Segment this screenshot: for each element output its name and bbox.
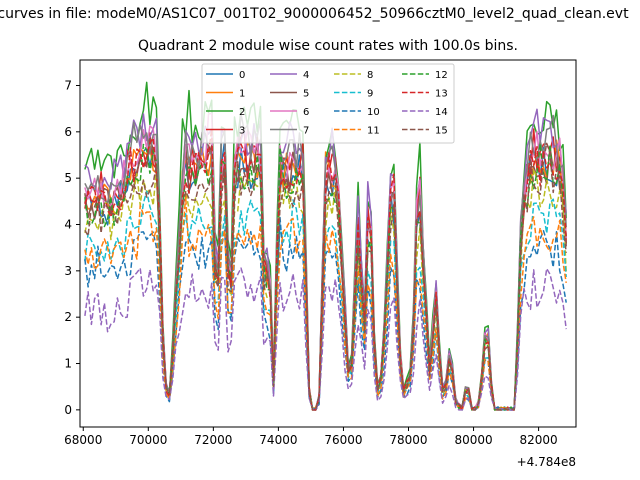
legend-label-13: 13 [435,89,448,100]
y-tick-label: 4 [64,218,72,232]
chart-title: Quadrant 2 module wise count rates with … [138,38,518,54]
x-tick-label: 82000 [520,433,558,447]
legend-label-2: 2 [239,107,245,118]
legend-box [201,63,455,144]
y-tick-label: 2 [64,310,72,324]
legend-label-12: 12 [435,70,448,81]
legend-label-14: 14 [435,107,448,118]
legend-label-4: 4 [303,70,309,81]
legend-label-10: 10 [367,107,380,118]
y-tick-label: 6 [64,125,72,139]
y-tick-label: 5 [64,171,72,185]
axes: 68000 70000 72000 74000 76000 78000 80000 82000… [64,59,577,469]
series-line-15 [84,142,567,411]
legend-label-1: 1 [239,89,245,100]
x-tick-label: 70000 [129,433,167,447]
legend-label-7: 7 [303,126,309,137]
legend-label-0: 0 [239,70,245,81]
x-tick-label: 80000 [454,433,492,447]
x-tick-label: 74000 [259,433,297,447]
y-tick-label: 7 [64,78,72,92]
legend-label-5: 5 [303,89,309,100]
legend-label-3: 3 [239,126,245,137]
figure-suptitle: Light curves in file: modeM0/AS1C07_001T… [0,6,629,22]
series-line-11 [84,195,567,411]
y-tick-label: 3 [64,264,72,278]
legend-label-6: 6 [303,107,309,118]
legend-label-11: 11 [367,126,380,137]
y-tick-label: 0 [64,403,72,417]
legend-label-8: 8 [367,70,373,81]
x-tick-label: 76000 [324,433,362,447]
x-tick-label: 78000 [389,433,427,447]
plot-lines [84,81,567,411]
y-tick-label: 1 [64,357,72,371]
x-tick-label: 68000 [64,433,102,447]
x-offset-label: +4.784e8 [517,455,576,469]
legend-label-9: 9 [367,89,373,100]
legend-label-15: 15 [435,126,448,137]
plot-frame [79,59,577,428]
series-line-14 [84,267,567,411]
x-tick-label: 72000 [194,433,232,447]
